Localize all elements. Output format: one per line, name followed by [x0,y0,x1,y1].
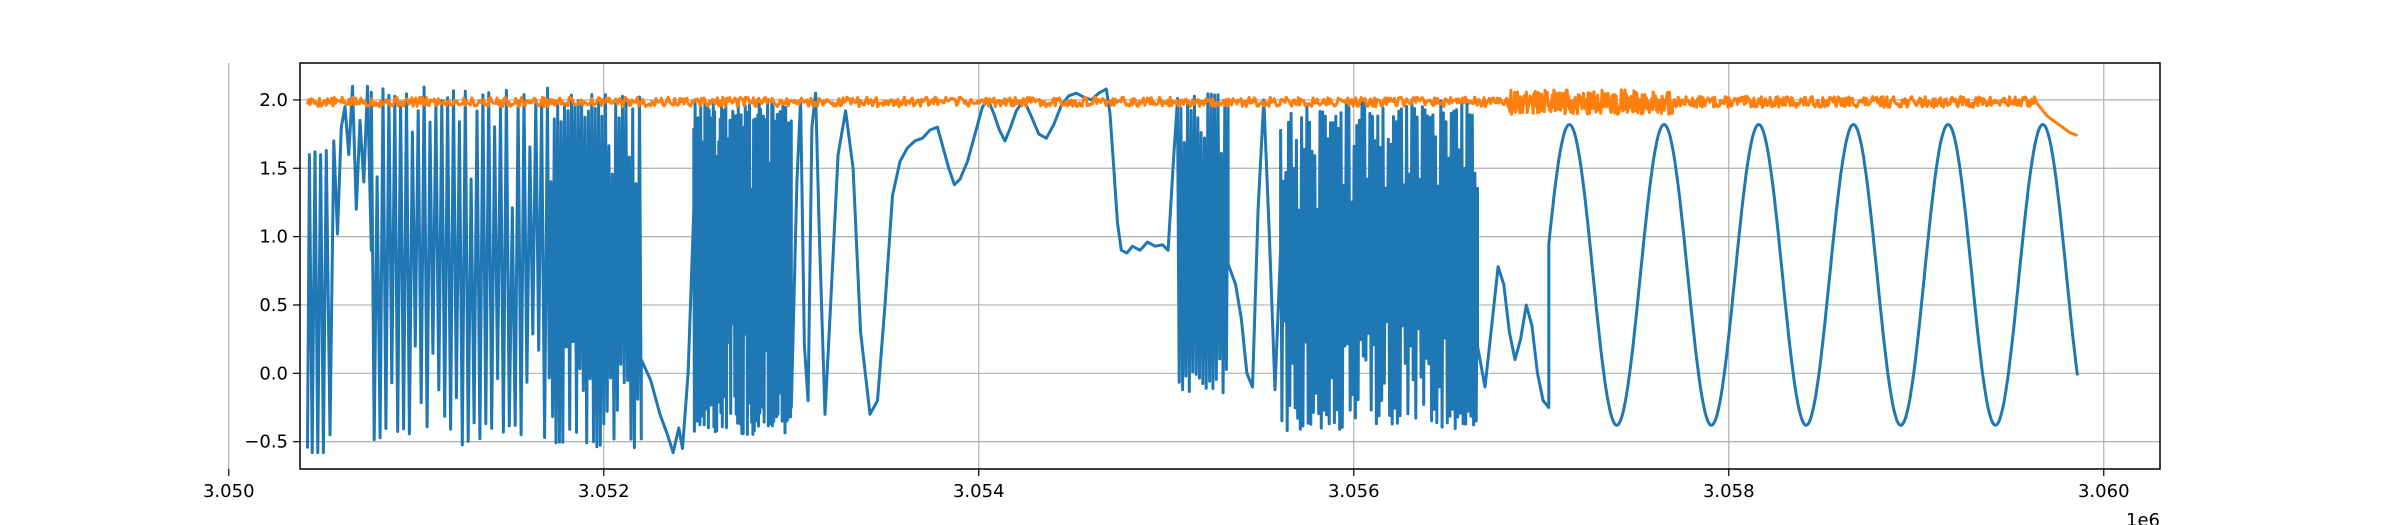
series-layer [306,84,2079,455]
axes-frame [299,62,2161,470]
x-axis-offset-label: 1e6 [2126,510,2160,525]
y-tick-label: 0.0 [259,363,288,384]
series-line-2 [306,88,2079,137]
series-line-1 [306,84,2079,455]
y-tick-label: −0.5 [244,432,288,453]
x-tick-label: 3.060 [2078,481,2130,502]
x-tick-label: 3.052 [578,481,630,502]
y-tick-label: 2.0 [259,90,288,111]
x-tick-label: 3.050 [203,481,255,502]
y-tick-label: 1.0 [259,227,288,248]
x-tick-label: 3.056 [1328,481,1380,502]
x-tick-label: 3.054 [953,481,1005,502]
y-tick-label: 1.5 [259,158,288,179]
y-tick-label: 0.5 [259,295,288,316]
ticks: 3.050 3.052 3.054 3.056 3.058 3.060 −0.5 0.0 0.5… [203,90,2130,502]
x-tick-label: 3.058 [1703,481,1755,502]
